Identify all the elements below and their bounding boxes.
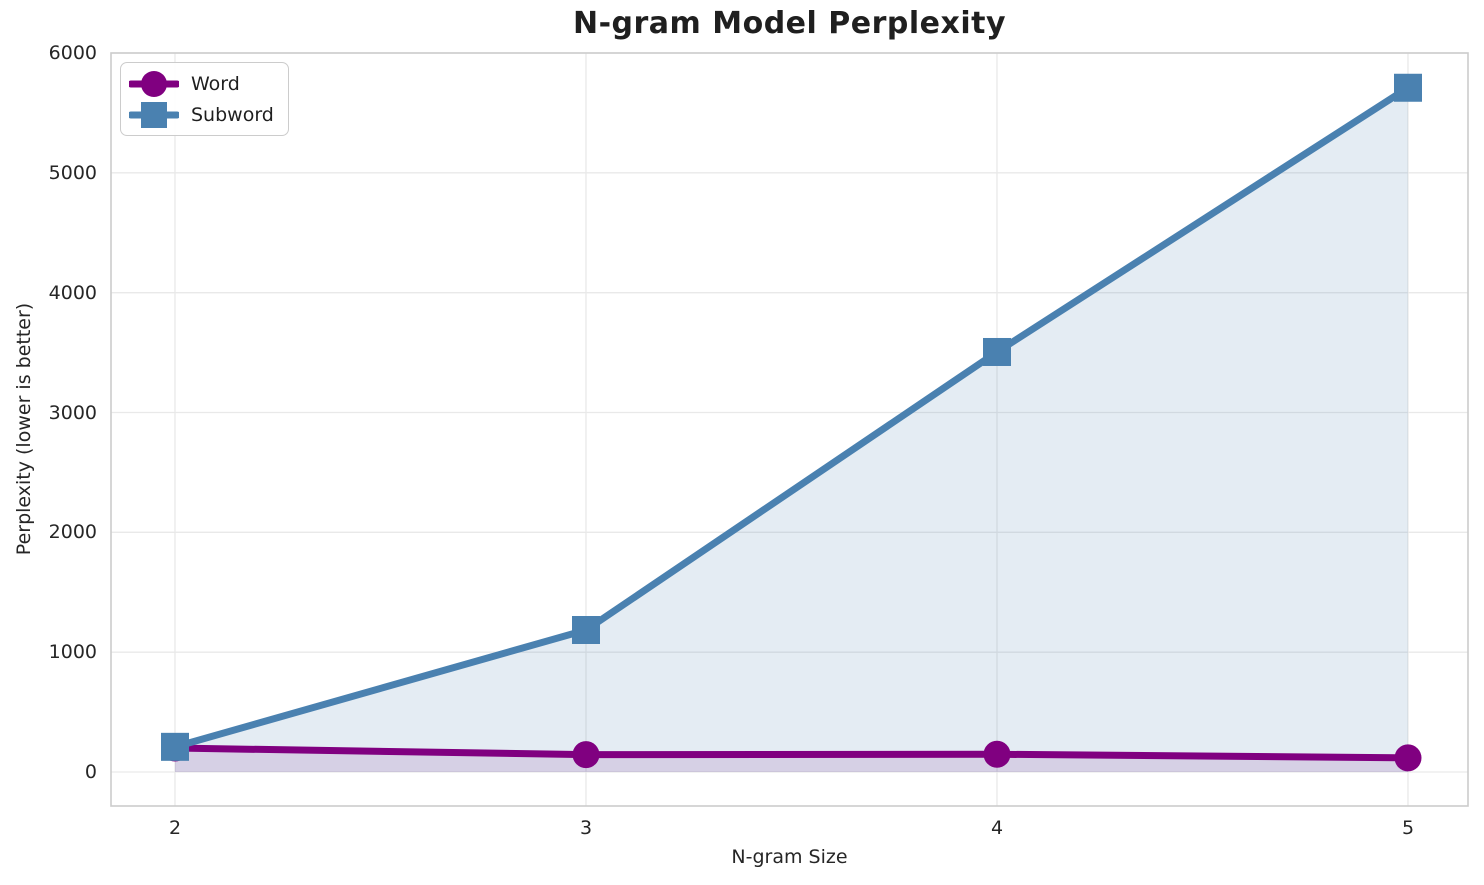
legend: Word Subword [120,62,289,136]
gridlines [111,52,1468,806]
marker-subword [983,337,1011,366]
marker-subword [572,615,600,644]
circle-marker-swatch-icon [129,70,179,97]
area-fills [175,87,1408,773]
x-tick-label: 5 [1401,817,1415,839]
y-tick-label: 4000 [48,281,97,304]
line-subword [174,84,1410,751]
x-axis-title: N-gram Size [731,846,848,868]
marker-word [983,740,1011,768]
x-tick-label: 3 [579,817,593,839]
y-tick-label: 0 [84,761,97,783]
y-tick-label: 5000 [48,161,97,184]
x-tick-label: 4 [990,817,1004,839]
y-tick-label: 1000 [48,641,97,664]
x-tick-label: 2 [168,817,182,839]
marker-word [572,741,600,769]
y-tick-label: 2000 [48,521,97,544]
legend-item-subword: Subword [129,99,274,130]
legend-item-label: Word [191,72,240,95]
area-fill-subword [175,87,1408,773]
chart-title: N-gram Model Perplexity [572,6,1007,41]
marker-subword [161,732,189,761]
marker-subword [1394,73,1422,102]
y-tick-label: 3000 [48,401,97,424]
marker-word [1394,744,1422,772]
plot-border [110,52,1469,807]
series-markers [161,73,1422,772]
legend-item-word: Word [129,68,274,99]
square-marker-swatch-icon [129,101,179,128]
line-word [174,744,1409,762]
series-lines [174,84,1410,762]
y-tick-label: 6000 [48,42,97,64]
legend-item-label: Subword [191,103,274,126]
